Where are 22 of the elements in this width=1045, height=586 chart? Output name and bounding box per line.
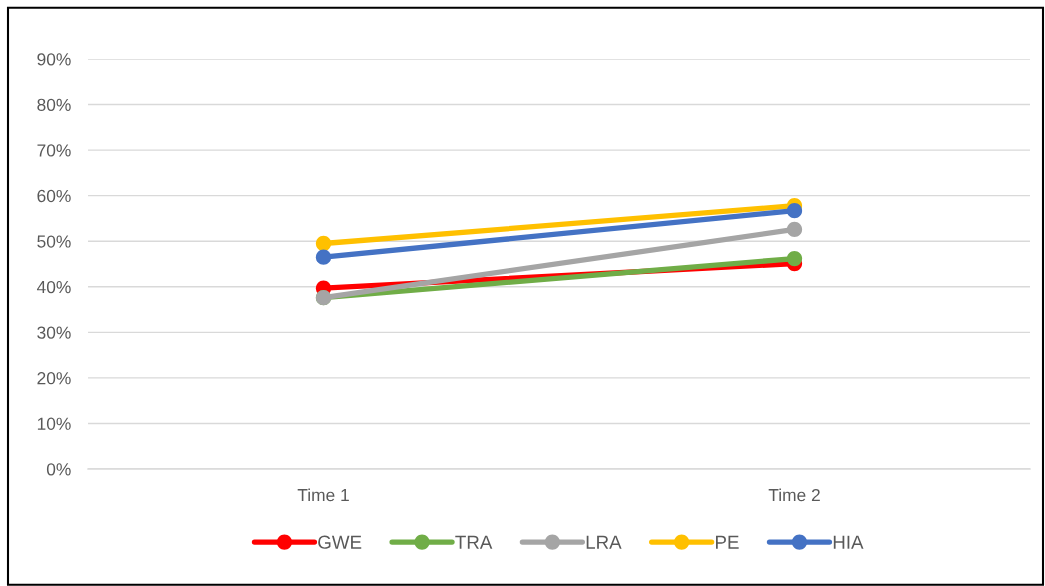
x-tick-label: Time 2 [768,488,820,502]
y-tick-label: 60% [37,189,71,203]
y-tick-label: 30% [37,326,71,339]
point [786,203,803,219]
legend-label: TRA [455,535,493,549]
legend-label: PE [716,535,739,549]
y-tick-label: 10% [37,417,71,430]
y-tick-label: 90% [37,53,71,66]
point [786,221,803,238]
point [315,249,332,265]
x-tick-label: Time 1 [297,488,349,502]
y-tick-label: 40% [36,280,71,294]
y-tick-label: 0% [46,463,71,476]
legend-label: GWE [318,535,362,549]
y-tick-label: 70% [37,144,71,157]
point [315,235,332,252]
legend-label: HIA [833,535,864,549]
point [786,250,803,267]
y-tick-label: 20% [37,372,71,385]
y-tick-label: 80% [37,98,71,112]
y-tick-label: 50% [37,235,71,248]
legend-label: LRA [586,535,622,549]
